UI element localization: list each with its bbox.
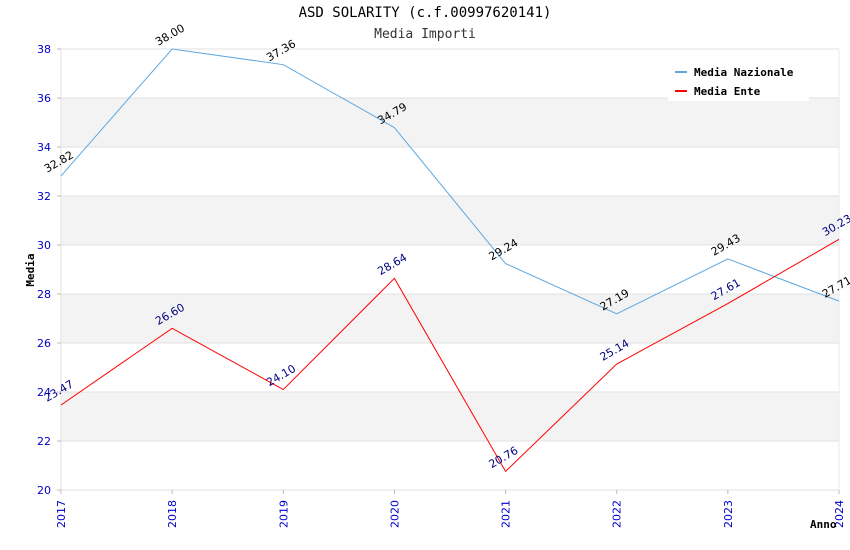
legend-box <box>668 59 809 101</box>
x-tick-label: 2017 <box>55 500 68 528</box>
y-axis-label: Media <box>24 253 37 286</box>
y-tick-label: 26 <box>37 337 51 350</box>
grid-band <box>61 196 839 245</box>
legend-label: Media Ente <box>694 85 761 98</box>
legend: Media Nazionale Media Ente <box>668 59 809 101</box>
data-label: 28.64 <box>375 251 409 278</box>
axes <box>60 49 840 491</box>
grid-band <box>61 294 839 343</box>
y-tick-labels: 20 22 24 26 28 30 32 34 36 38 <box>37 43 61 497</box>
x-axis-label: Anno <box>810 518 837 531</box>
legend-label: Media Nazionale <box>694 66 794 79</box>
x-tick-label: 2020 <box>388 500 401 528</box>
grid-band <box>61 98 839 147</box>
x-tick-label: 2019 <box>277 500 290 528</box>
y-tick-label: 36 <box>37 92 51 105</box>
y-tick-label: 20 <box>37 484 51 497</box>
y-tick-label: 32 <box>37 190 51 203</box>
x-tick-label: 2024 <box>833 500 846 528</box>
data-label: 37.36 <box>264 37 298 64</box>
y-tick-label: 34 <box>37 141 51 154</box>
x-tick-label: 2018 <box>166 500 179 528</box>
x-tick-label: 2021 <box>500 500 513 528</box>
y-tick-label: 28 <box>37 288 51 301</box>
chart-title: ASD SOLARITY (c.f.00997620141) <box>298 5 552 21</box>
chart-subtitle: Media Importi <box>374 27 476 42</box>
grid-bands <box>61 98 839 441</box>
x-tick-label: 2023 <box>722 500 735 528</box>
x-tick-labels: 2017 2018 2019 2020 2021 2022 2023 2024 <box>55 490 846 528</box>
series-line-media-nazionale <box>60 48 840 315</box>
series-line-media-ente <box>60 238 840 473</box>
data-label: 38.00 <box>153 22 187 49</box>
y-tick-label: 22 <box>37 435 51 448</box>
y-tick-label: 24 <box>37 386 51 399</box>
data-label: 24.10 <box>264 362 298 389</box>
grid-band <box>61 392 839 441</box>
y-tick-label: 30 <box>37 239 51 252</box>
y-tick-label: 38 <box>37 43 51 56</box>
series-lines <box>60 48 840 473</box>
x-tick-label: 2022 <box>611 500 624 528</box>
